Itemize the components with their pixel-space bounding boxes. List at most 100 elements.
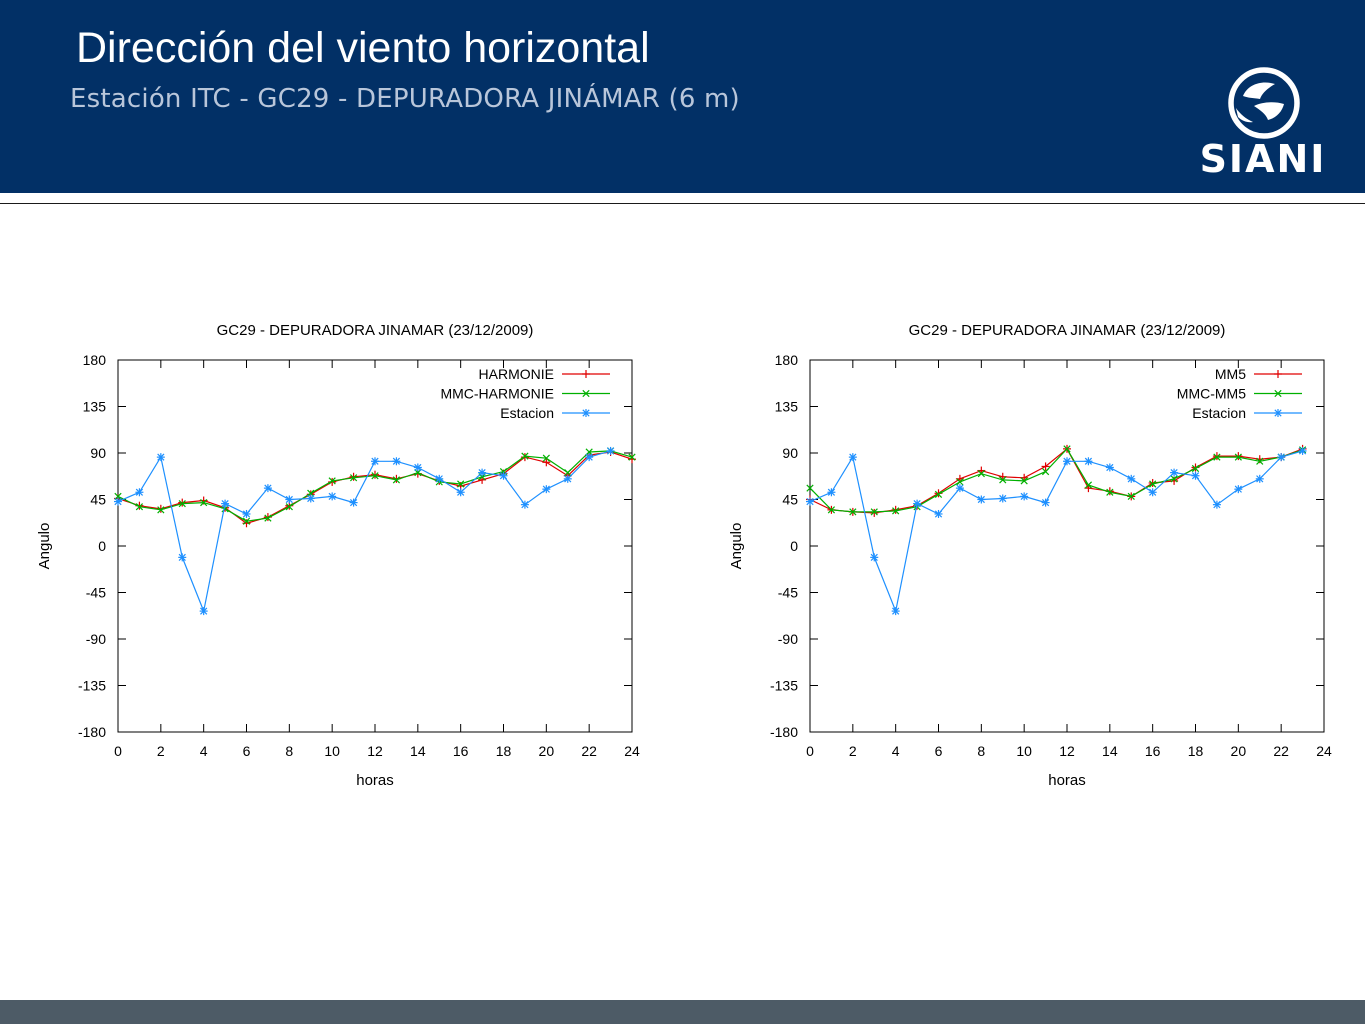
series-estacion bbox=[114, 446, 615, 616]
data-point bbox=[870, 553, 879, 562]
chart-harmonie-svg: GC29 - DEPURADORA JINAMAR (23/12/2009) 18… bbox=[36, 322, 640, 789]
data-point bbox=[392, 457, 401, 466]
chart-mm5-svg: GC29 - DEPURADORA JINAMAR (23/12/2009) 18… bbox=[728, 322, 1332, 789]
y-tick-label: -45 bbox=[778, 585, 798, 601]
data-point bbox=[1255, 474, 1264, 483]
data-point bbox=[1041, 462, 1050, 471]
data-point bbox=[870, 508, 878, 516]
data-point bbox=[977, 470, 985, 478]
legend-label: MMC-HARMONIE bbox=[440, 386, 554, 402]
data-point bbox=[178, 498, 187, 507]
data-point bbox=[114, 492, 122, 501]
page-subtitle: Estación ITC - GC29 - DEPURADORA JINÁMAR… bbox=[70, 84, 740, 114]
y-tick-label: 180 bbox=[775, 352, 799, 368]
series-line bbox=[117, 450, 611, 614]
data-point bbox=[1041, 467, 1050, 476]
x-tick-label: 10 bbox=[324, 743, 340, 759]
data-point bbox=[199, 607, 208, 616]
data-point bbox=[1277, 453, 1286, 462]
data-point bbox=[1234, 485, 1243, 494]
data-point bbox=[1105, 463, 1114, 472]
data-point bbox=[242, 517, 251, 525]
data-point bbox=[520, 500, 529, 509]
data-point bbox=[478, 468, 487, 477]
x-tick-label: 6 bbox=[935, 743, 943, 759]
data-point bbox=[306, 494, 315, 503]
chart-harmonie: GC29 - DEPURADORA JINAMAR (23/12/2009) 18… bbox=[18, 305, 698, 805]
y-tick-label: -180 bbox=[770, 724, 798, 740]
data-point bbox=[157, 506, 165, 514]
x-tick-label: 8 bbox=[285, 743, 293, 759]
data-point bbox=[521, 452, 529, 460]
chart-mm5: GC29 - DEPURADORA JINAMAR (23/12/2009) 18… bbox=[710, 305, 1365, 805]
x-tick-label: 16 bbox=[453, 743, 469, 759]
x-tick-label: 2 bbox=[157, 743, 165, 759]
data-point bbox=[457, 480, 465, 488]
x-tick-label: 18 bbox=[496, 743, 512, 759]
data-point bbox=[934, 509, 943, 518]
data-point bbox=[913, 499, 922, 508]
data-point bbox=[1212, 452, 1221, 461]
siani-logo: SIANI bbox=[1200, 67, 1327, 178]
data-point bbox=[1191, 471, 1200, 480]
data-point bbox=[542, 458, 551, 467]
logo-text: SIANI bbox=[1200, 137, 1327, 178]
data-point bbox=[806, 484, 814, 492]
data-point bbox=[328, 477, 336, 485]
data-point bbox=[542, 485, 551, 494]
legend-label: MM5 bbox=[1215, 366, 1246, 382]
legend-marker bbox=[1274, 389, 1282, 398]
series-mmc-harmonie bbox=[114, 447, 636, 525]
data-point bbox=[456, 488, 465, 497]
header-divider bbox=[0, 203, 1365, 204]
data-point bbox=[349, 498, 358, 507]
x-tick-label: 4 bbox=[200, 743, 208, 759]
data-point bbox=[1234, 452, 1243, 461]
chart-title: GC29 - DEPURADORA JINAMAR (23/12/2009) bbox=[909, 322, 1226, 339]
data-point bbox=[585, 448, 593, 456]
y-tick-label: 45 bbox=[782, 492, 798, 508]
data-point bbox=[1106, 488, 1114, 496]
x-tick-label: 20 bbox=[539, 743, 555, 759]
data-point bbox=[371, 472, 379, 480]
page-title: Dirección del viento horizontal bbox=[76, 24, 650, 72]
x-tick-label: 16 bbox=[1145, 743, 1161, 759]
data-point bbox=[264, 514, 272, 522]
y-tick-label: 45 bbox=[90, 492, 106, 508]
data-point bbox=[114, 497, 122, 506]
x-tick-label: 20 bbox=[1231, 743, 1247, 759]
plot-frame bbox=[117, 359, 633, 733]
x-tick-label: 22 bbox=[581, 743, 597, 759]
legend-marker bbox=[1274, 370, 1282, 378]
header-banner: Dirección del viento horizontal Estación… bbox=[0, 0, 1365, 193]
data-point bbox=[606, 446, 615, 455]
x-tick-label: 12 bbox=[367, 743, 383, 759]
y-tick-label: -135 bbox=[78, 678, 106, 694]
data-point bbox=[999, 476, 1007, 484]
data-point bbox=[285, 503, 293, 511]
data-point bbox=[1084, 457, 1093, 466]
y-axis-label: Angulo bbox=[36, 523, 53, 570]
y-tick-label: 90 bbox=[782, 445, 798, 461]
data-point bbox=[1234, 453, 1242, 461]
legend-label: MMC-MM5 bbox=[1177, 386, 1246, 402]
data-point bbox=[1170, 468, 1179, 477]
x-tick-label: 14 bbox=[1102, 743, 1118, 759]
data-point bbox=[392, 476, 401, 484]
x-tick-label: 22 bbox=[1273, 743, 1289, 759]
data-point bbox=[520, 453, 529, 462]
x-tick-label: 6 bbox=[243, 743, 251, 759]
data-point bbox=[955, 484, 964, 493]
data-point bbox=[892, 507, 900, 515]
y-tick-label: 135 bbox=[83, 399, 107, 415]
data-point bbox=[135, 503, 144, 511]
data-point bbox=[221, 499, 230, 508]
data-point bbox=[156, 453, 165, 462]
data-point bbox=[371, 470, 379, 479]
legend-marker bbox=[582, 389, 590, 398]
data-point bbox=[135, 488, 144, 497]
x-tick-label: 12 bbox=[1059, 743, 1075, 759]
data-point bbox=[891, 607, 900, 616]
y-axis-label: Angulo bbox=[728, 523, 745, 570]
data-point bbox=[1127, 492, 1135, 501]
